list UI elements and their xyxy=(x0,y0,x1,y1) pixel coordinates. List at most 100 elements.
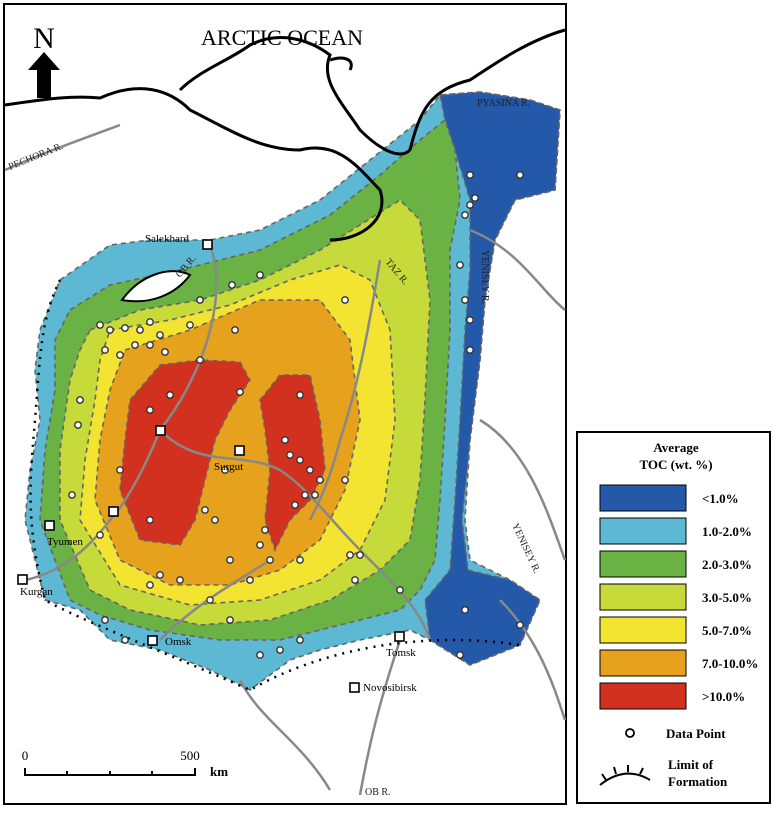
data-point xyxy=(261,526,269,534)
city-marker xyxy=(234,445,245,456)
data-point xyxy=(266,556,274,564)
data-points xyxy=(68,171,524,659)
data-point xyxy=(146,318,154,326)
data-point xyxy=(146,516,154,524)
river-label: YENISEY R. xyxy=(479,250,490,304)
river xyxy=(4,123,121,172)
data-point xyxy=(456,651,464,659)
data-point xyxy=(461,211,469,219)
coastline xyxy=(178,36,412,156)
data-point xyxy=(256,271,264,279)
data-point xyxy=(396,586,404,594)
city-label: Tomsk xyxy=(386,647,416,659)
river xyxy=(24,244,218,582)
city-marker xyxy=(202,239,213,250)
data-point xyxy=(121,636,129,644)
data-point xyxy=(96,531,104,539)
legend-title: Average xyxy=(653,440,698,455)
data-point xyxy=(296,556,304,564)
data-point xyxy=(116,351,124,359)
legend-label: Data Point xyxy=(666,726,726,741)
city-label: Novosibirsk xyxy=(363,682,417,694)
data-point xyxy=(196,296,204,304)
data-point xyxy=(226,556,234,564)
river xyxy=(499,599,567,721)
data-point xyxy=(296,456,304,464)
data-point xyxy=(76,396,84,404)
data-point xyxy=(471,194,479,202)
river xyxy=(469,228,566,311)
data-point xyxy=(341,476,349,484)
data-point xyxy=(121,324,129,332)
data-point xyxy=(101,616,109,624)
city-label: Omsk xyxy=(165,636,192,648)
data-point xyxy=(106,326,114,334)
data-point xyxy=(226,616,234,624)
legend-label: Limit of xyxy=(668,757,714,772)
legend-title: TOC (wt. %) xyxy=(639,457,712,472)
city-label: Salekhard xyxy=(145,233,189,245)
legend-swatch xyxy=(599,550,687,578)
ocean-label: ARCTIC OCEAN xyxy=(201,25,363,50)
legend-label: 5.0-7.0% xyxy=(702,623,752,638)
river xyxy=(238,679,332,791)
city-marker xyxy=(44,520,55,531)
data-point xyxy=(146,581,154,589)
data-point xyxy=(196,356,204,364)
legend-swatch xyxy=(599,682,687,710)
data-point xyxy=(156,571,164,579)
legend-swatch xyxy=(599,649,687,677)
data-point xyxy=(466,171,474,179)
data-point xyxy=(74,421,82,429)
data-point xyxy=(156,331,164,339)
legend-label: 1.0-2.0% xyxy=(702,524,752,539)
river xyxy=(159,558,271,641)
data-point xyxy=(146,406,154,414)
data-point xyxy=(351,576,359,584)
data-point xyxy=(516,171,524,179)
data-point xyxy=(221,466,229,474)
data-point xyxy=(228,281,236,289)
data-point xyxy=(166,391,174,399)
legend-label: >10.0% xyxy=(702,689,745,704)
city-marker xyxy=(108,506,119,517)
city-marker xyxy=(349,682,360,693)
data-point xyxy=(316,476,324,484)
legend-items: <1.0% 1.0-2.0% 2.0-3.0% 3.0-5.0% 5.0-7.0% 7.0… xyxy=(599,484,758,710)
data-point xyxy=(466,316,474,324)
data-point xyxy=(461,606,469,614)
data-point xyxy=(201,506,209,514)
data-point xyxy=(346,551,354,559)
gulf-of-ob xyxy=(120,270,192,303)
data-point xyxy=(466,201,474,209)
data-point xyxy=(461,296,469,304)
data-point xyxy=(236,388,244,396)
city-marker xyxy=(147,635,158,646)
data-point xyxy=(516,621,524,629)
data-point xyxy=(466,346,474,354)
coastline xyxy=(408,28,566,151)
data-point xyxy=(131,341,139,349)
legend-swatch xyxy=(599,517,687,545)
data-point xyxy=(231,326,239,334)
legend-label: <1.0% xyxy=(702,491,739,506)
river-label: OB R. xyxy=(365,787,391,798)
legend-label: 3.0-5.0% xyxy=(702,590,752,605)
data-point xyxy=(101,346,109,354)
data-point xyxy=(306,466,314,474)
north-arrow xyxy=(28,52,60,98)
data-point xyxy=(296,636,304,644)
data-point xyxy=(176,576,184,584)
data-point xyxy=(356,551,364,559)
river xyxy=(159,429,432,641)
legend-point xyxy=(625,728,635,738)
data-point xyxy=(161,348,169,356)
data-point xyxy=(311,491,319,499)
legend-limit-symbol xyxy=(599,765,651,786)
data-point xyxy=(291,501,299,509)
legend-label: Formation xyxy=(668,774,728,789)
scale-unit: km xyxy=(210,764,228,779)
data-point xyxy=(68,491,76,499)
city-marker xyxy=(394,631,405,642)
legend-swatch xyxy=(599,583,687,611)
